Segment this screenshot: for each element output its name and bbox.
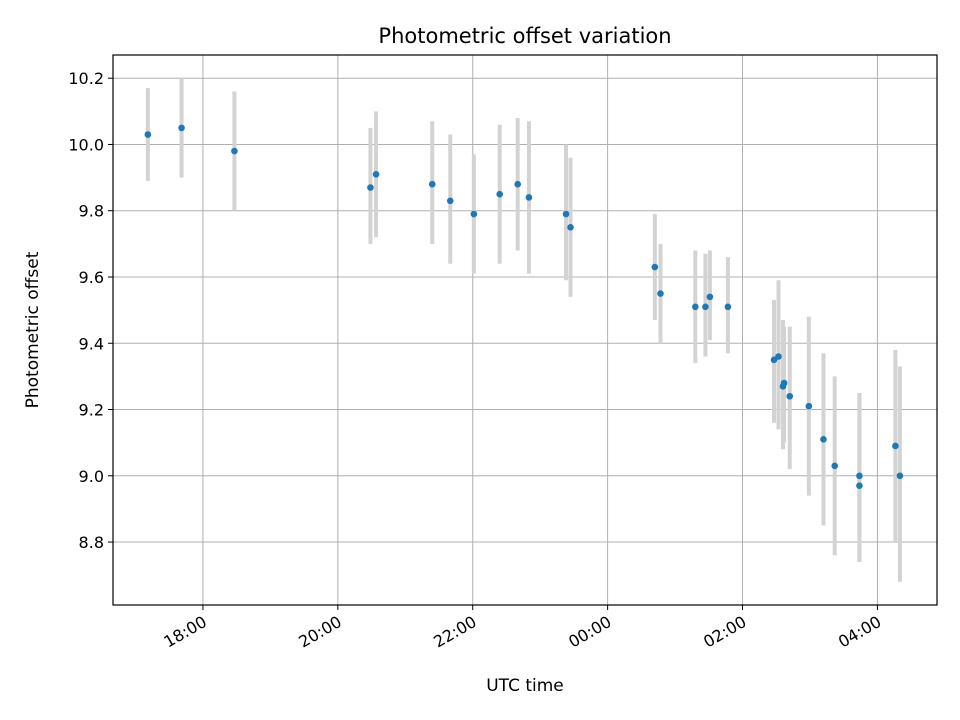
data-point-22 <box>780 379 788 387</box>
data-point-15 <box>692 303 699 311</box>
y-tick-label: 10.2 <box>68 69 104 88</box>
data-point-7 <box>470 210 478 218</box>
data-point-6 <box>446 197 454 205</box>
data-point-12 <box>567 223 574 231</box>
data-point-27 <box>856 482 863 490</box>
data-point-1 <box>178 124 185 132</box>
y-tick-label: 9.2 <box>79 401 104 420</box>
data-point-24 <box>805 402 813 410</box>
data-point-10 <box>525 194 533 201</box>
y-tick-label: 10.0 <box>68 135 104 154</box>
data-points <box>144 124 904 490</box>
y-tick-label: 9.8 <box>79 202 104 221</box>
data-point-18 <box>724 303 732 311</box>
data-point-23 <box>786 392 794 400</box>
data-point-2 <box>231 147 238 155</box>
y-tick-label: 9.4 <box>79 334 104 353</box>
data-point-3 <box>367 184 374 191</box>
data-point-4 <box>372 170 380 178</box>
y-tick-label: 9.0 <box>79 467 104 486</box>
grid <box>113 55 937 605</box>
y-tick-label: 8.8 <box>79 533 104 552</box>
data-point-5 <box>428 180 436 188</box>
data-point-16 <box>702 303 709 311</box>
data-point-29 <box>892 442 899 450</box>
y-tick-label: 9.6 <box>79 268 104 287</box>
data-point-9 <box>514 180 521 188</box>
data-point-11 <box>562 210 570 218</box>
y-axis: 8.8 9.0 9.2 9.4 9.6 9.8 10.0 10.2 <box>68 69 113 552</box>
plot-frame <box>112 54 938 606</box>
y-axis-title: Photometric offset <box>23 251 43 408</box>
x-axis-title: UTC time <box>486 676 564 696</box>
data-point-17 <box>706 293 714 301</box>
data-point-8 <box>496 190 504 198</box>
chart-title: Photometric offset variation <box>378 24 671 48</box>
data-point-20 <box>775 353 782 360</box>
data-point-30 <box>896 472 904 480</box>
data-point-13 <box>651 263 659 271</box>
data-point-28 <box>856 472 863 480</box>
data-point-0 <box>144 131 152 138</box>
data-point-25 <box>820 436 827 443</box>
data-point-26 <box>831 462 839 470</box>
data-point-14 <box>657 290 664 297</box>
